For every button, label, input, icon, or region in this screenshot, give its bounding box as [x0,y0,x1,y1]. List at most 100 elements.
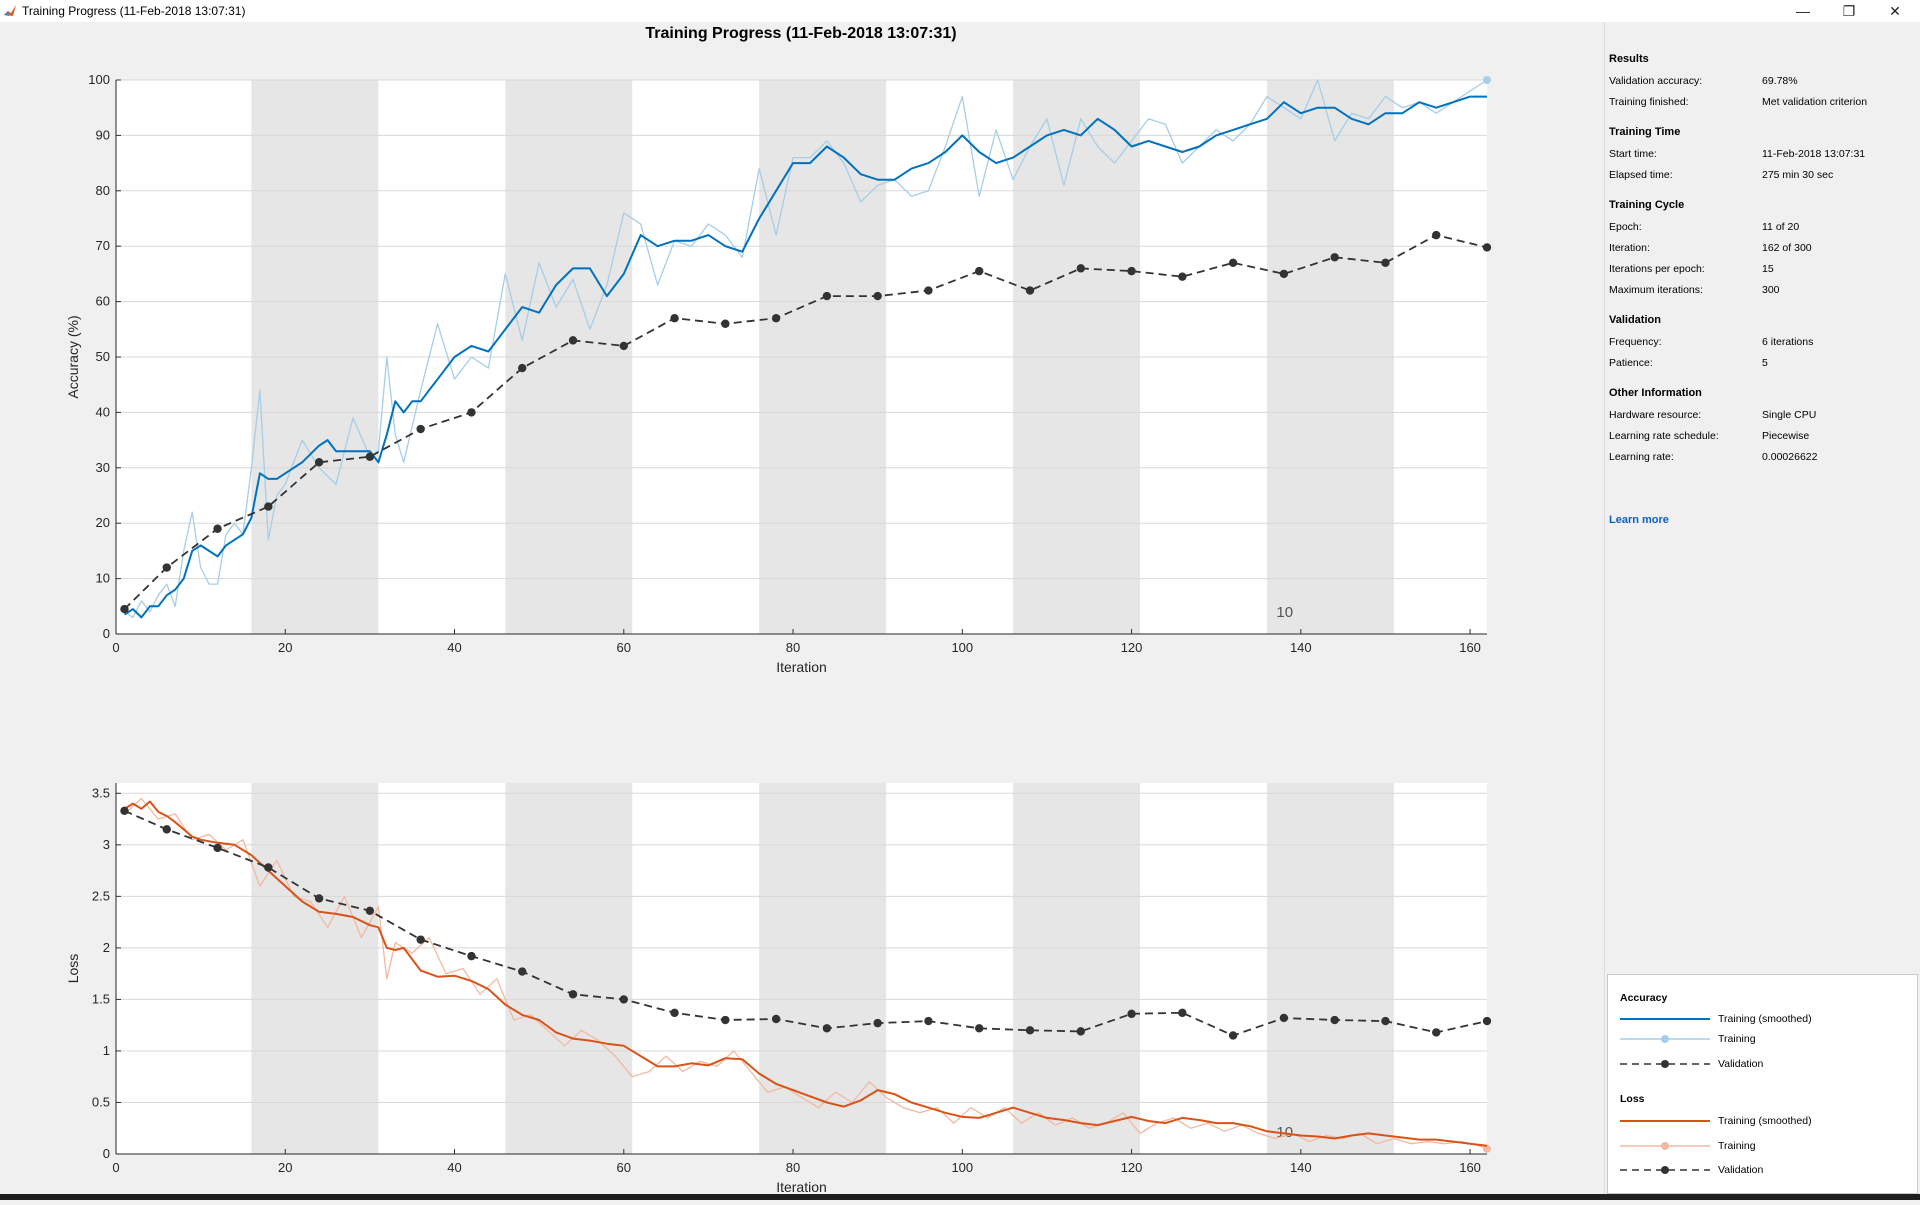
loss-ytick-label: 2.5 [92,888,110,903]
acc-ytick-label: 30 [96,460,110,475]
acc-validation-point [365,452,375,461]
acc-validation-point [1076,264,1085,273]
acc-validation-point [822,291,832,301]
acc-validation-point [924,286,933,295]
acc-series-validation-line [123,234,1488,610]
training-cycle-heading: Training Cycle [1609,199,1685,211]
loss-epoch-band [1266,783,1394,1154]
legend-accuracy-title: Accuracy [1620,992,1668,1004]
acc-raw-last-point [1483,76,1491,84]
acc-xtick-label: 120 [1121,640,1143,655]
training-time-heading: Training Time [1609,126,1681,138]
legend-acc-smoothed-label: Training (smoothed) [1718,1013,1812,1025]
loss-validation-point [721,1015,730,1025]
max-iterations-value: 300 [1762,284,1780,296]
loss-epoch-band [251,783,379,1154]
loss-series-raw-line [124,797,1488,1150]
loss-ytick-label: 0.5 [92,1094,110,1109]
acc-xtick-label: 0 [112,640,119,655]
acc-validation-point [1381,258,1390,268]
legend-loss-smoothed-swatch [1620,1120,1710,1122]
acc-xtick-label: 60 [617,640,631,655]
loss-ytick-label: 1 [103,1043,110,1058]
start-time-label: Start time: [1609,148,1657,160]
loss-validation-point [873,1018,882,1028]
loss-xtick-label: 80 [786,1160,800,1175]
legend-loss-validation-swatch [1620,1166,1710,1174]
acc-ytick-label: 50 [96,349,110,364]
legend-loss-raw-label: Training [1718,1140,1756,1152]
loss-validation-point [314,894,324,903]
loss-epoch-band [759,783,887,1154]
lr-schedule-label: Learning rate schedule: [1609,430,1719,442]
acc-validation-point [1330,253,1339,262]
close-icon: ✕ [1889,2,1901,19]
acc-xtick-label: 40 [447,640,461,655]
acc-ytick-label: 0 [103,626,110,641]
epoch-value: 11 of 20 [1762,221,1800,233]
other-information-heading: Other Information [1609,387,1702,399]
acc-ytick-label: 40 [96,404,110,419]
frequency-value: 6 iterations [1762,336,1814,348]
legend-acc-validation-label: Validation [1718,1058,1764,1070]
loss-ytick-label: 3.5 [92,785,110,800]
loss-series-validation-line [124,809,1488,1037]
acc-xtick-label: 100 [951,640,973,655]
loss-validation-point [975,1024,984,1033]
acc-validation-point [1482,243,1492,252]
legend: Accuracy Training (smoothed) Training Va… [1607,974,1918,1194]
loss-xtick-label: 100 [951,1160,973,1175]
learn-more-link[interactable]: Learn more [1609,514,1669,526]
window-title: Training Progress (11-Feb-2018 13:07:31) [22,4,246,18]
iteration-label: Iteration: [1609,242,1650,254]
acc-ytick-label: 70 [96,238,110,253]
acc-validation-point [1127,266,1136,276]
acc-ylabel: Accuracy (%) [65,315,81,398]
loss-ytick-label: 1.5 [92,991,110,1006]
acc-validation-point [518,363,527,373]
loss-validation-point [518,967,527,976]
close-button[interactable]: ✕ [1872,0,1918,22]
epoch-label: Epoch: [1609,221,1642,233]
acc-ytick-label: 20 [96,515,110,530]
loss-validation-point [365,906,375,915]
matlab-app-icon [4,5,16,16]
acc-ytick-label: 90 [96,127,110,142]
acc-validation-point [1279,269,1289,279]
loss-validation-point [467,951,476,961]
results-heading: Results [1609,53,1649,65]
iteration-value: 162 of 300 [1762,242,1812,254]
learning-rate-label: Learning rate: [1609,451,1674,463]
loss-validation-point [213,843,222,853]
loss-validation-point [1178,1008,1187,1018]
loss-axes: 0 0.5 1 1.5 2 2.5 3 3.5 0 20 40 60 80 100 120 140 160 Ite… [65,783,1492,1195]
loss-ylabel: Loss [65,954,81,984]
hardware-resource-value: Single CPU [1762,409,1817,421]
loss-validation-point [264,863,273,872]
loss-validation-point [1076,1027,1085,1036]
loss-validation-point [771,1014,781,1024]
legend-acc-validation-swatch [1620,1060,1710,1068]
patience-label: Patience: [1609,357,1653,369]
legend-loss-smoothed-label: Training (smoothed) [1718,1115,1812,1127]
loss-validation-point [162,825,171,834]
acc-xlabel: Iteration [776,659,827,675]
acc-validation-point [619,341,628,351]
elapsed-time-label: Elapsed time: [1609,169,1673,181]
acc-validation-point [213,524,222,533]
elapsed-time-value: 275 min 30 sec [1762,169,1834,181]
acc-validation-point [1228,258,1238,268]
loss-xtick-label: 60 [617,1160,631,1175]
legend-loss-raw-swatch [1620,1142,1710,1150]
acc-ytick-label: 60 [96,294,110,309]
legend-acc-raw-swatch [1620,1035,1710,1043]
maximize-button[interactable]: ❐ [1826,0,1872,22]
lr-schedule-value: Piecewise [1762,430,1810,442]
minimize-button[interactable]: — [1780,0,1826,22]
acc-xtick-label: 20 [278,640,292,655]
frequency-label: Frequency: [1609,336,1662,348]
loss-ytick-label: 3 [103,837,110,852]
loss-validation-point [120,806,129,816]
acc-xtick-label: 80 [786,640,800,655]
acc-validation-point [467,408,476,417]
